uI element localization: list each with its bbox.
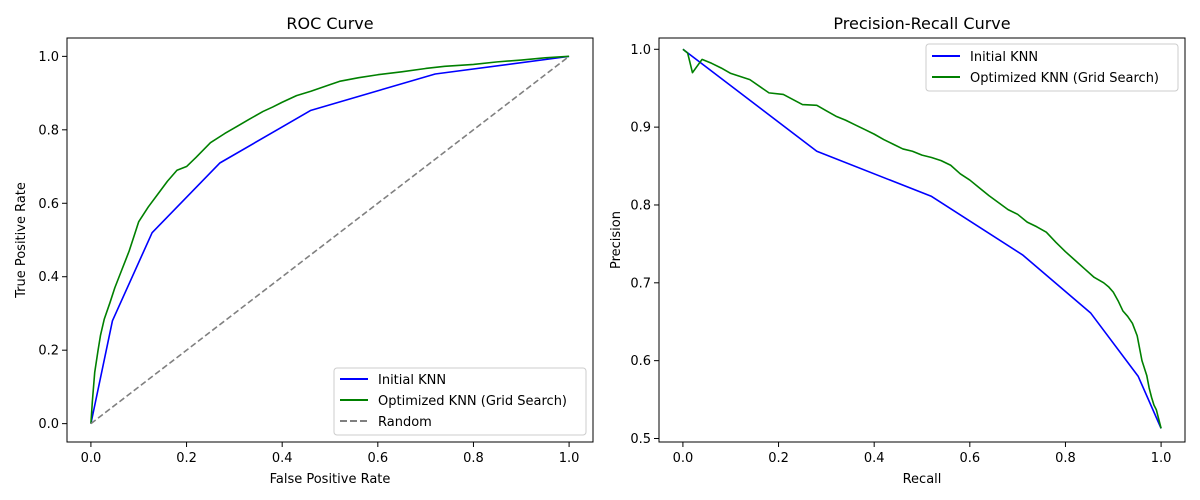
roc-title: ROC Curve [286, 14, 373, 33]
pr-x-tick-label: 1.0 [1151, 451, 1172, 466]
pr-series-optimized-knn-grid-search [682, 48, 1162, 429]
pr-y-tick-label: 1.0 [630, 43, 651, 58]
roc-x-tick-label: 1.0 [559, 451, 580, 466]
roc-series [90, 55, 570, 425]
roc-legend: Initial KNN Optimized KNN (Grid Search) … [333, 367, 587, 436]
roc-legend-label-optimized-knn: Optimized KNN (Grid Search) [378, 394, 567, 409]
roc-series-random [90, 55, 570, 425]
pr-title: Precision-Recall Curve [833, 14, 1010, 33]
roc-plot-frame [66, 37, 594, 443]
roc-y-tick-label: 0.6 [38, 197, 59, 212]
pr-y-tick-label: 0.5 [630, 432, 651, 447]
roc-y-tick-label: 0.2 [38, 344, 59, 359]
roc-y-tick-label: 0.4 [38, 270, 59, 285]
pr-x-tick-label: 0.4 [864, 451, 885, 466]
roc-panel: ROC Curve 0.0 0.2 0.4 0.6 0.8 1.0 0.00.20.40.… [14, 14, 594, 487]
pr-x-tick-label: 0.6 [959, 451, 980, 466]
pr-legend-label-initial-knn: Initial KNN [970, 50, 1038, 65]
pr-y-tick-label: 0.6 [630, 354, 651, 369]
roc-y-ticks: 0.0 0.2 0.4 0.6 0.8 1.0 [38, 50, 67, 432]
pr-panel: Precision-Recall Curve 0.0 0.2 0.4 0.6 0.8 1.… [609, 14, 1186, 487]
roc-x-ticks: 0.0 0.2 0.4 0.6 0.8 1.0 [81, 442, 580, 466]
roc-x-tick-label: 0.8 [463, 451, 484, 466]
pr-legend-box [925, 43, 1179, 92]
roc-legend-box [333, 367, 587, 436]
pr-y-ticks: 0.5 0.6 0.7 0.8 0.9 1.0 [630, 43, 659, 447]
pr-x-tick-label: 0.0 [673, 451, 694, 466]
pr-x-tick-label: 0.8 [1055, 451, 1076, 466]
roc-x-tick-label: 0.0 [81, 451, 102, 466]
roc-x-tick-label: 0.4 [272, 451, 293, 466]
pr-legend-label-optimized-knn: Optimized KNN (Grid Search) [970, 71, 1159, 86]
pr-y-tick-label: 0.7 [630, 276, 651, 291]
roc-y-tick-label: 1.0 [38, 50, 59, 65]
pr-plot-frame [658, 37, 1186, 443]
pr-x-axis-label: Recall [903, 472, 942, 487]
pr-series-initial-knn [682, 48, 1162, 429]
pr-legend: Initial KNN Optimized KNN (Grid Search) [925, 43, 1179, 92]
pr-x-ticks: 0.0 0.2 0.4 0.6 0.8 1.0 [673, 442, 1172, 466]
roc-y-tick-label: 0.0 [38, 417, 59, 432]
roc-series-initial-knn [90, 55, 570, 424]
pr-series [682, 48, 1162, 429]
roc-legend-label-random: Random [378, 415, 432, 430]
pr-y-axis-label: Precision [609, 211, 624, 269]
roc-series-optimized-knn-grid-search [90, 55, 570, 424]
roc-x-tick-label: 0.2 [176, 451, 197, 466]
roc-y-tick-label: 0.8 [38, 123, 59, 138]
pr-y-tick-label: 0.8 [630, 198, 651, 213]
pr-x-tick-label: 0.2 [768, 451, 789, 466]
roc-x-tick-label: 0.6 [367, 451, 388, 466]
roc-legend-label-initial-knn: Initial KNN [378, 373, 446, 388]
roc-y-axis-label: True Positive Rate [14, 182, 29, 299]
roc-x-axis-label: False Positive Rate [270, 472, 391, 487]
pr-y-tick-label: 0.9 [630, 121, 651, 136]
